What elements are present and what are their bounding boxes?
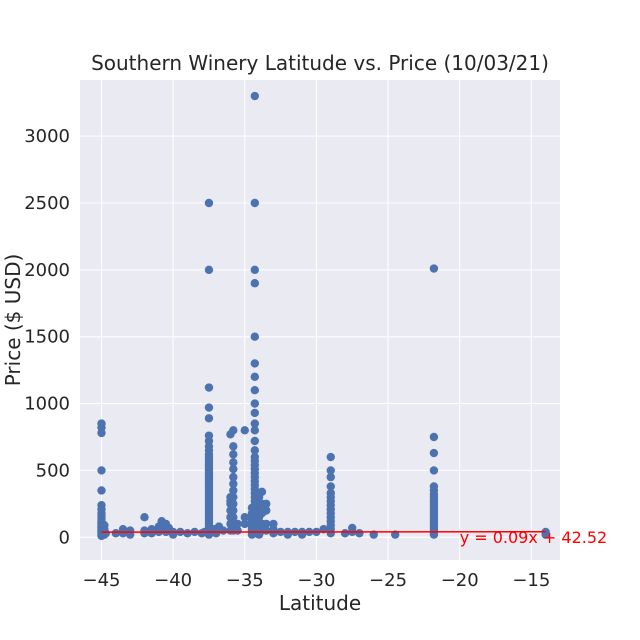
data-point: [140, 513, 149, 522]
data-point: [240, 519, 249, 529]
data-point: [250, 265, 260, 275]
grid-lines: [80, 80, 560, 560]
y-tick-labels: 0 500 1000 1500 2000 2500 3000: [24, 126, 70, 548]
data-point: [250, 91, 260, 101]
data-point: [229, 458, 238, 467]
data-point: [229, 479, 238, 488]
data-point: [229, 442, 238, 451]
data-point: [229, 486, 238, 495]
data-point: [429, 432, 439, 442]
data-point: [262, 499, 271, 509]
data-point: [233, 519, 242, 529]
data-point: [326, 452, 335, 462]
data-points: [97, 91, 550, 541]
data-point: [250, 419, 260, 428]
data-point: [340, 529, 350, 538]
data-point: [326, 466, 335, 475]
data-point: [229, 492, 238, 502]
data-point: [250, 385, 260, 395]
data-point: [204, 414, 214, 423]
y-tick-label: 500: [36, 460, 70, 481]
y-tick-label: 3000: [24, 126, 70, 147]
data-point: [429, 448, 439, 458]
data-point: [429, 264, 439, 273]
data-point: [97, 428, 106, 438]
x-tick-label: −45: [82, 570, 120, 591]
data-point: [183, 529, 192, 538]
data-point: [257, 487, 267, 497]
x-tick-label: −35: [226, 570, 264, 591]
data-point: [326, 482, 335, 491]
data-point: [250, 372, 260, 382]
y-tick-label: 2500: [24, 193, 70, 214]
data-point: [250, 399, 260, 408]
data-point: [229, 499, 238, 509]
data-point: [204, 383, 214, 392]
data-point: [240, 513, 249, 522]
data-point: [229, 426, 238, 435]
data-point: [219, 526, 228, 535]
data-point: [204, 265, 214, 275]
x-tick-label: −15: [512, 570, 550, 591]
x-tick-label: −20: [441, 570, 479, 591]
data-point: [97, 466, 106, 475]
data-point: [211, 529, 221, 538]
data-point: [262, 519, 271, 529]
data-point: [355, 529, 364, 538]
data-point: [204, 403, 214, 412]
data-point: [101, 529, 110, 538]
data-point: [250, 332, 260, 341]
data-point: [250, 279, 260, 288]
y-tick-label: 0: [59, 527, 70, 548]
data-point: [147, 529, 156, 538]
chart-title: Southern Winery Latitude vs. Price (10/0…: [91, 51, 549, 75]
y-tick-label: 1000: [24, 394, 70, 415]
data-point: [326, 529, 335, 538]
data-point: [250, 446, 260, 455]
data-point: [229, 506, 238, 515]
data-point: [140, 529, 149, 538]
data-point: [118, 529, 128, 538]
data-point: [250, 436, 260, 446]
x-axis-label: Latitude: [279, 591, 361, 615]
data-point: [204, 198, 214, 208]
data-point: [250, 408, 260, 418]
data-point: [229, 464, 238, 474]
x-tick-label: −25: [369, 570, 407, 591]
plot-background: [80, 80, 560, 560]
x-tick-label: −30: [297, 570, 335, 591]
data-point: [250, 359, 260, 368]
regression-equation-label: y = 0.09x + 42.52: [460, 528, 608, 547]
data-point: [229, 472, 238, 482]
y-tick-label: 2000: [24, 260, 70, 281]
data-point: [111, 529, 121, 538]
data-point: [326, 472, 335, 482]
y-axis-label: Price ($ USD): [1, 254, 25, 387]
data-point: [97, 486, 106, 495]
data-point: [262, 506, 271, 515]
x-tick-labels: −45 −40 −35 −30 −25 −20 −15: [82, 570, 550, 591]
data-point: [262, 526, 271, 535]
x-tick-label: −40: [154, 570, 192, 591]
data-point: [229, 513, 238, 522]
data-point: [250, 426, 260, 435]
y-tick-label: 1500: [24, 327, 70, 348]
data-point: [429, 466, 439, 475]
data-point: [233, 526, 242, 535]
data-point: [229, 450, 238, 459]
data-point: [250, 198, 260, 208]
data-point: [240, 426, 249, 435]
data-point: [269, 529, 278, 538]
